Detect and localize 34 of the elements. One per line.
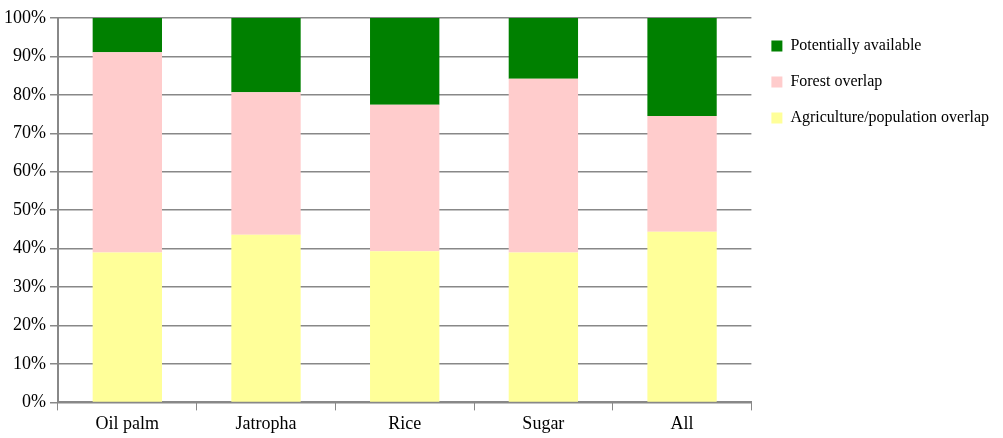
y-tick-label: 100% <box>3 6 46 27</box>
x-tick-label: Oil palm <box>95 412 160 433</box>
bar <box>92 252 162 402</box>
x-tick-label: Sugar <box>522 412 565 433</box>
bar <box>92 52 162 253</box>
bar <box>231 18 301 93</box>
bar <box>508 78 579 253</box>
y-tick-label: 50% <box>12 198 46 219</box>
bar <box>647 18 717 117</box>
y-tick-label: 60% <box>12 160 46 181</box>
y-tick-label: 10% <box>12 352 46 373</box>
y-tick-label: 80% <box>12 83 46 104</box>
y-tick-label: 20% <box>12 314 46 335</box>
y-tick-label: 40% <box>12 237 46 258</box>
bar <box>231 92 301 235</box>
x-tick-label: Rice <box>388 412 422 433</box>
bar <box>92 18 162 53</box>
bar <box>370 104 440 252</box>
y-tick-label: 30% <box>12 275 46 296</box>
y-tick-label: 0% <box>21 391 46 412</box>
x-tick-label: Jatropha <box>235 412 297 433</box>
bar <box>508 252 579 402</box>
legend-label: Agriculture/population overlap <box>790 108 989 127</box>
bar <box>647 231 717 402</box>
y-tick-label: 70% <box>12 122 46 143</box>
bar <box>370 18 440 105</box>
legend-label: Potentially available <box>790 36 922 55</box>
bar <box>647 116 717 232</box>
bar <box>370 251 440 402</box>
bar <box>231 234 301 402</box>
legend-label: Forest overlap <box>790 72 883 91</box>
bar <box>508 18 579 79</box>
x-tick-label: All <box>670 412 694 433</box>
y-tick-label: 90% <box>12 45 46 66</box>
